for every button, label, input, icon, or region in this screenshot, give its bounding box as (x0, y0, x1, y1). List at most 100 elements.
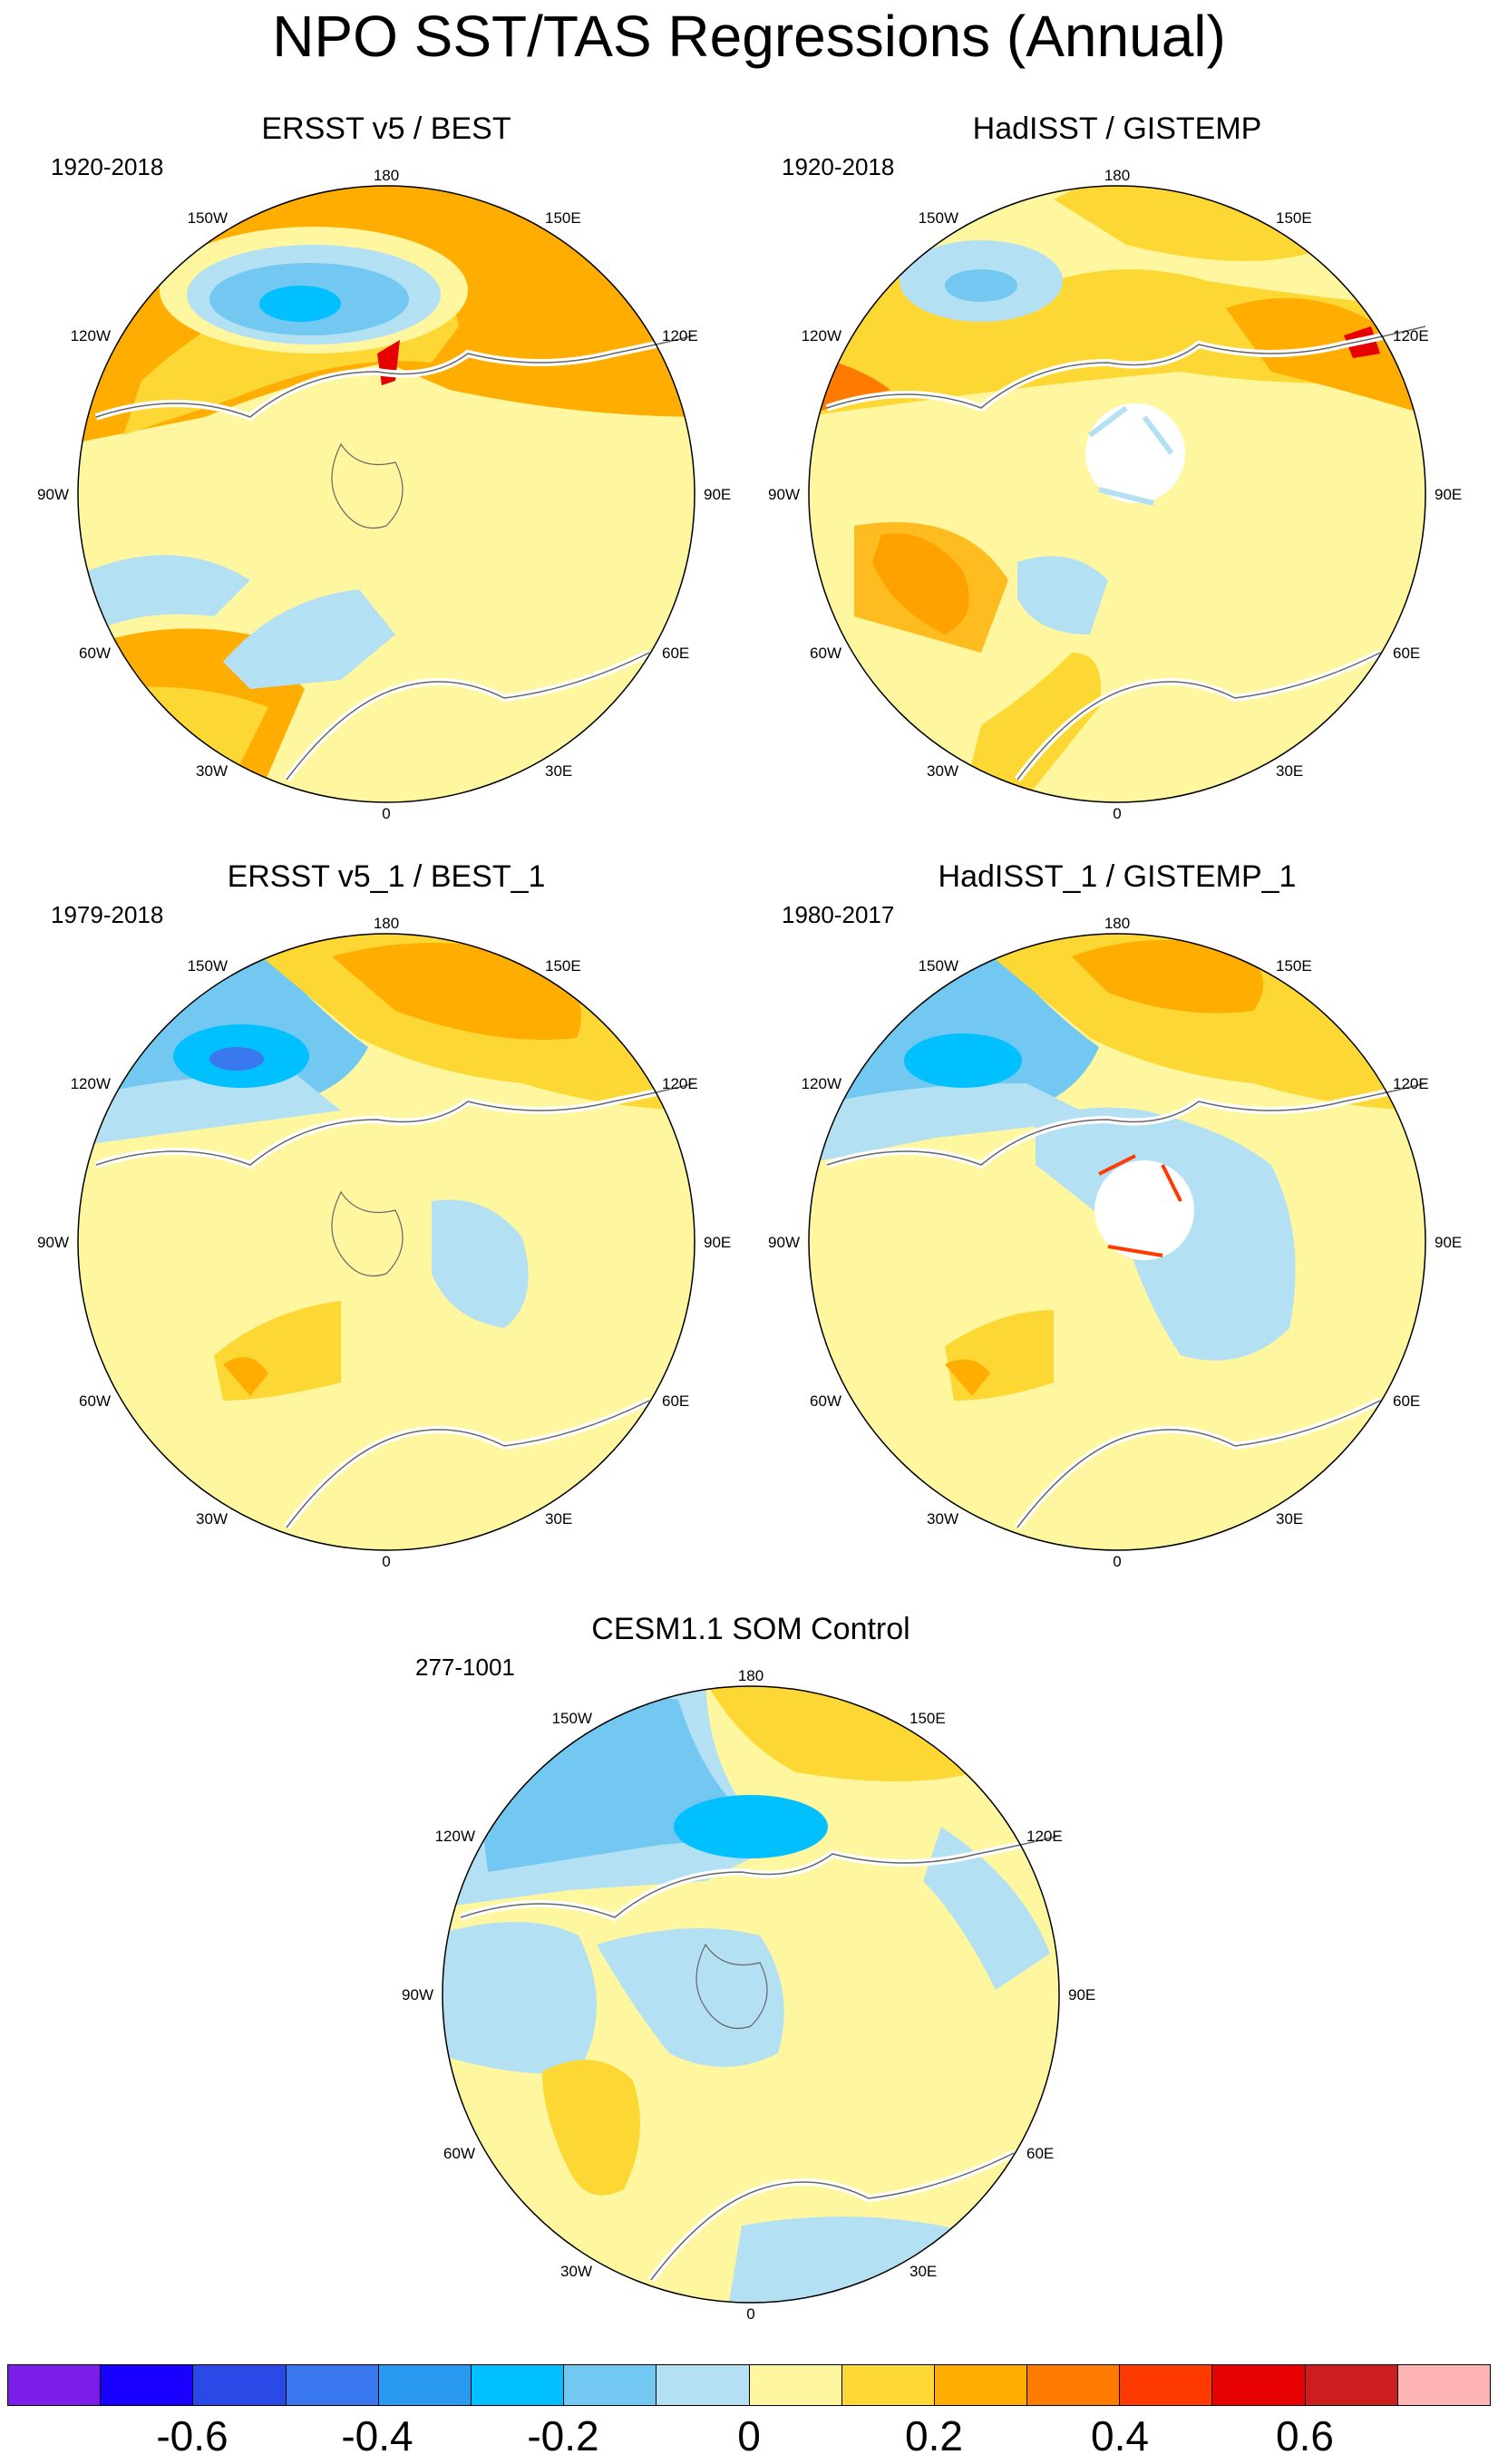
lon-label-120w: 120W (435, 1828, 475, 1845)
colorbar-box (286, 2365, 379, 2405)
lon-label-30w: 30W (927, 762, 958, 780)
colorbar-label-0.4: 0.4 (1091, 2412, 1149, 2459)
lon-label-120e: 120E (1026, 1828, 1063, 1845)
lon-label-150w: 150W (188, 957, 228, 975)
lon-label-180: 180 (1104, 167, 1130, 184)
lon-label-0: 0 (1113, 1553, 1121, 1570)
colorbar-label-neg-0.4: -0.4 (341, 2412, 413, 2459)
lon-label-30w: 30W (927, 1510, 958, 1528)
colorbar-box (1397, 2365, 1490, 2405)
lon-label-60w: 60W (810, 1392, 841, 1410)
polar-map: 180 150E 120E 90E 60E 30E 0 30W 60W 90W … (768, 915, 1462, 1570)
lon-label-180: 180 (738, 1667, 764, 1684)
colorbar-box (657, 2365, 750, 2405)
colorbar-box (378, 2365, 472, 2405)
colorbar-label-0.2: 0.2 (905, 2412, 963, 2459)
lon-label-0: 0 (382, 1553, 390, 1570)
lon-label-90w: 90W (768, 1234, 800, 1251)
colorbar-box (1305, 2365, 1398, 2405)
lon-label-90w: 90W (37, 1234, 69, 1251)
period-label: 1920-2018 (51, 153, 164, 180)
panel-title: HadISST / GISTEMP (972, 112, 1262, 146)
lon-label-0: 0 (1113, 805, 1121, 822)
lon-label-30w: 30W (196, 1510, 228, 1528)
lon-label-150e: 150E (1276, 957, 1312, 975)
colorbar-box (934, 2365, 1028, 2405)
lon-label-150e: 150E (1276, 209, 1312, 227)
lon-label-60e: 60E (1026, 2145, 1054, 2162)
lon-label-120e: 120E (1393, 327, 1429, 344)
map-panel-hadisst-gistemp: HadISST / GISTEMP 1920-2018 180 150E 120… (768, 109, 1462, 834)
lon-label-90e: 90E (1435, 486, 1462, 503)
lon-label-30e: 30E (545, 1510, 572, 1528)
lon-label-120w: 120W (802, 1075, 841, 1092)
lon-label-60w: 60W (810, 645, 841, 662)
lon-label-120w: 120W (71, 1075, 111, 1092)
lon-label-90e: 90E (704, 1234, 731, 1251)
panel-title: HadISST_1 / GISTEMP_1 (938, 859, 1297, 894)
colorbar-box (471, 2365, 565, 2405)
lon-label-150w: 150W (919, 957, 958, 975)
lon-label-150e: 150E (910, 1710, 946, 1727)
lon-label-90e: 90E (1068, 1986, 1095, 2003)
map-panel-hadisst-gistemp-1: HadISST_1 / GISTEMP_1 1980-2017 180 150E… (768, 857, 1462, 1582)
lon-label-60w: 60W (79, 645, 111, 662)
colorbar-box (564, 2365, 657, 2405)
map-panel-cesm-som: CESM1.1 SOM Control 277-1001 180 150E 12… (402, 1609, 1095, 2334)
lon-label-150w: 150W (552, 1710, 592, 1727)
panel-title: ERSST v5_1 / BEST_1 (227, 859, 546, 894)
lon-label-30w: 30W (560, 2263, 592, 2280)
colorbar-box (8, 2365, 102, 2405)
period-label: 277-1001 (415, 1654, 515, 1681)
map-panel-ersst-best: ERSST v5 / BEST 1920-2018 180 150E 120E … (37, 109, 731, 834)
lon-label-90e: 90E (1435, 1234, 1462, 1251)
lon-label-30e: 30E (1276, 762, 1303, 780)
lon-label-60e: 60E (1393, 645, 1420, 662)
colorbar-box (101, 2365, 194, 2405)
lon-label-120w: 120W (802, 327, 841, 344)
lon-label-60e: 60E (662, 1392, 689, 1410)
lon-label-150w: 150W (919, 209, 958, 227)
panel-title: ERSST v5 / BEST (261, 112, 511, 146)
colorbar-box (193, 2365, 287, 2405)
colorbar-label-neg-0.2: -0.2 (527, 2412, 599, 2459)
period-label: 1980-2017 (782, 901, 895, 928)
lon-label-120w: 120W (71, 327, 111, 344)
colorbar-box (841, 2365, 935, 2405)
lon-label-60e: 60E (1393, 1392, 1420, 1410)
lon-label-150e: 150E (545, 209, 581, 227)
lon-label-120e: 120E (662, 1075, 698, 1092)
lon-label-90e: 90E (704, 486, 731, 503)
panel-title: CESM1.1 SOM Control (591, 1612, 910, 1646)
colorbar (7, 2364, 1491, 2406)
lon-label-30w: 30W (196, 762, 228, 780)
polar-map: 180 150E 120E 90E 60E 30E 0 30W 60W 90W … (37, 167, 731, 822)
polar-map: 180 150E 120E 90E 60E 30E 0 30W 60W 90W … (37, 915, 731, 1570)
lon-label-90w: 90W (402, 1986, 433, 2003)
lon-label-120e: 120E (1393, 1075, 1429, 1092)
lon-label-60e: 60E (662, 645, 689, 662)
lon-label-0: 0 (382, 805, 390, 822)
lon-label-30e: 30E (545, 762, 572, 780)
colorbar-label-0: 0 (737, 2412, 761, 2459)
polar-map: 180 150E 120E 90E 60E 30E 0 30W 60W 90W … (768, 167, 1462, 822)
colorbar-box (1212, 2365, 1306, 2405)
main-title: NPO SST/TAS Regressions (Annual) (272, 4, 1226, 69)
colorbar-box (749, 2365, 842, 2405)
lon-label-150w: 150W (188, 209, 228, 227)
lon-label-30e: 30E (910, 2263, 937, 2280)
lon-label-90w: 90W (768, 486, 800, 503)
period-label: 1979-2018 (51, 901, 164, 928)
lon-label-60w: 60W (443, 2145, 475, 2162)
lon-label-180: 180 (374, 167, 399, 184)
polar-map: 180 150E 120E 90E 60E 30E 0 30W 60W 90W … (402, 1667, 1095, 2323)
lon-label-0: 0 (746, 2305, 754, 2323)
colorbar-box (1120, 2365, 1213, 2405)
colorbar-box (1027, 2365, 1121, 2405)
lon-label-60w: 60W (79, 1392, 111, 1410)
colorbar-label-0.6: 0.6 (1276, 2412, 1334, 2459)
lon-label-30e: 30E (1276, 1510, 1303, 1528)
lon-label-180: 180 (1104, 915, 1130, 932)
lon-label-120e: 120E (662, 327, 698, 344)
period-label: 1920-2018 (782, 153, 895, 180)
